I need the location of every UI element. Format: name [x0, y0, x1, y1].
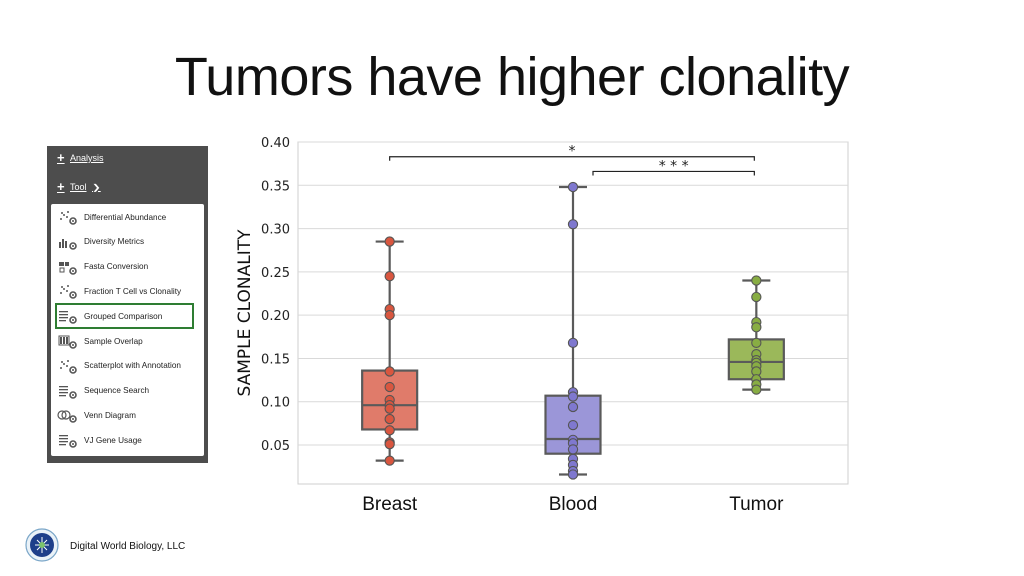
menu-item-label: Grouped Comparison — [84, 311, 163, 321]
x-tick-label: Tumor — [729, 494, 784, 515]
y-tick-label: 0.10 — [261, 396, 290, 411]
plus-icon: + — [57, 150, 65, 165]
fraction-tcell-icon — [57, 283, 79, 300]
y-tick-label: 0.05 — [261, 439, 290, 454]
analysis-menu[interactable]: + Analysis — [57, 149, 104, 167]
menu-item-label: Venn Diagram — [84, 410, 136, 420]
data-point — [384, 310, 395, 321]
data-point — [751, 291, 762, 303]
data-point — [384, 381, 395, 393]
menu-item-label: Sequence Search — [84, 386, 150, 396]
sample-overlap-icon — [57, 333, 79, 349]
data-point — [384, 413, 395, 425]
tool-dropdown-menu: Differential Abundance Diversity Metrics F… — [51, 204, 204, 456]
data-point — [384, 425, 395, 436]
y-tick-label: 0.25 — [261, 266, 290, 281]
menu-item-label: Sample Overlap — [84, 336, 143, 346]
menu-item-fasta-conversion[interactable]: Fasta Conversion — [57, 256, 192, 278]
menu-item-differential-abundance[interactable]: Differential Abundance — [57, 206, 192, 228]
menu-item-label: Differential Abundance — [84, 212, 167, 222]
differential-abundance-icon — [57, 209, 79, 225]
data-point — [384, 455, 395, 466]
menu-item-grouped-comparison[interactable]: Grouped Comparison — [55, 303, 194, 330]
menu-item-label: Diversity Metrics — [84, 237, 145, 247]
data-point — [567, 401, 579, 413]
analysis-link[interactable]: Analysis — [70, 153, 104, 163]
y-tick-label: 0.35 — [261, 179, 290, 194]
data-point — [567, 391, 579, 402]
data-point — [567, 337, 579, 349]
footer-credit: Digital World Biology, LLC — [70, 541, 186, 552]
x-tick-label: Breast — [362, 494, 418, 515]
data-point — [384, 271, 395, 282]
company-logo — [25, 528, 59, 562]
y-tick-label: 0.30 — [261, 223, 290, 238]
box-plot-chart: 0.05 0.10 0.15 0.20 0.25 0.30 0.35 0.40 Breast B… — [235, 136, 849, 515]
diversity-metrics-icon — [57, 234, 79, 250]
menu-item-label: Scatterplot with Annotation — [84, 361, 181, 371]
data-point — [567, 469, 579, 480]
data-point — [751, 322, 762, 333]
data-point — [384, 236, 395, 247]
tool-panel: + Analysis + Tool ❯ Differential Abundan… — [47, 146, 208, 463]
significance-label: * * * — [659, 158, 689, 174]
menu-item-venn-diagram[interactable]: Venn Diagram — [57, 404, 192, 426]
y-axis-label: SAMPLE CLONALITY — [235, 229, 255, 397]
slide-title: Tumors have higher clonality — [174, 47, 850, 107]
scatterplot-icon — [57, 358, 79, 374]
fasta-conversion-icon — [57, 259, 79, 275]
menu-item-label: Fasta Conversion — [84, 262, 149, 272]
data-point — [567, 181, 579, 193]
menu-item-sequence-search[interactable]: Sequence Search — [57, 380, 192, 402]
venn-diagram-icon — [57, 407, 79, 424]
tool-link[interactable]: Tool — [70, 182, 87, 192]
chevron-down-icon[interactable]: ❯ — [91, 182, 101, 192]
significance-label: * — [569, 144, 576, 160]
menu-item-label: VJ Gene Usage — [84, 435, 142, 445]
data-point — [567, 419, 579, 431]
data-point — [384, 403, 395, 414]
y-tick-label: 0.40 — [261, 136, 290, 151]
grouped-comparison-icon — [57, 308, 79, 324]
menu-item-scatterplot[interactable]: Scatterplot with Annotation — [57, 355, 192, 377]
sequence-search-icon — [57, 383, 79, 399]
data-point — [567, 444, 579, 455]
menu-item-label: Fraction T Cell vs Clonality — [84, 286, 182, 296]
significance-bracket — [592, 170, 755, 176]
data-point — [751, 275, 762, 286]
vj-gene-usage-icon — [57, 432, 79, 448]
data-point — [384, 439, 395, 450]
plus-icon: + — [57, 179, 65, 194]
y-tick-label: 0.20 — [261, 309, 290, 324]
data-point — [567, 219, 579, 230]
data-point — [751, 337, 762, 349]
menu-item-fraction-tcell[interactable]: Fraction T Cell vs Clonality — [57, 280, 192, 302]
menu-item-vj-gene-usage[interactable]: VJ Gene Usage — [57, 429, 192, 451]
menu-item-sample-overlap[interactable]: Sample Overlap — [57, 330, 192, 352]
menu-item-diversity-metrics[interactable]: Diversity Metrics — [57, 231, 192, 253]
data-point — [751, 384, 762, 395]
x-tick-label: Blood — [549, 494, 598, 515]
significance-bracket — [389, 156, 755, 161]
y-tick-label: 0.15 — [261, 352, 290, 367]
data-point — [384, 366, 395, 377]
tool-menu[interactable]: + Tool ❯ — [57, 178, 101, 196]
